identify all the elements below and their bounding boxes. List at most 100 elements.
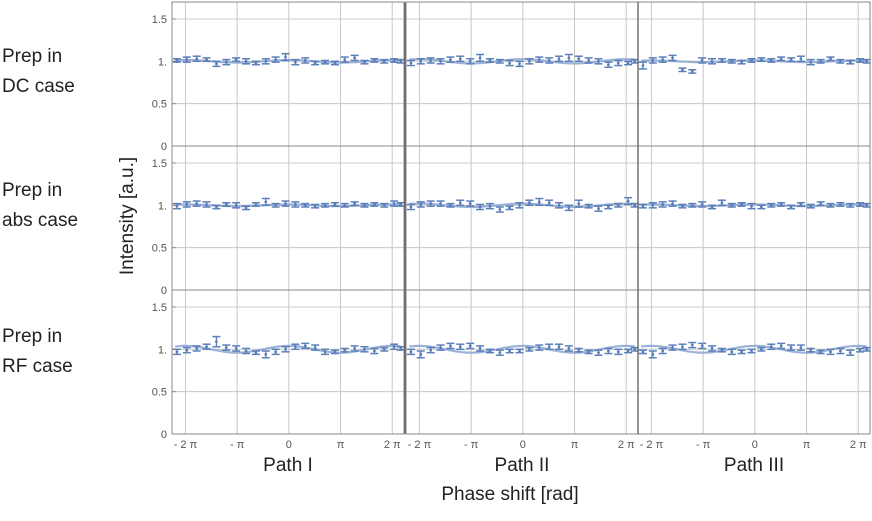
data-point (865, 203, 869, 207)
y-tick-label: 1. (158, 56, 167, 68)
data-point (234, 58, 238, 61)
data-point (661, 203, 665, 206)
x-tick-label: 0 (752, 439, 758, 451)
data-point (372, 203, 376, 206)
data-point (616, 350, 620, 354)
data-point (537, 200, 541, 204)
panel-frame (405, 289, 639, 435)
data-point (681, 68, 684, 72)
row-label-dc-line2: DC case (2, 76, 75, 97)
data-point (597, 59, 600, 63)
data-point (799, 57, 803, 61)
data-point (419, 203, 423, 206)
data-point (419, 59, 423, 63)
data-point (633, 203, 637, 207)
data-point (838, 203, 842, 206)
data-point (547, 201, 551, 205)
data-point (234, 203, 238, 207)
data-point (730, 203, 734, 207)
panel-frame (637, 1, 871, 147)
data-point (720, 59, 724, 62)
data-point (858, 348, 862, 352)
data-point (829, 203, 832, 207)
column-label-path-2: Path II (494, 455, 550, 476)
data-point (195, 57, 199, 61)
data-point (789, 346, 793, 349)
y-tick-label: 0.5 (152, 243, 167, 255)
data-point (799, 203, 803, 206)
data-point (363, 203, 366, 207)
data-point (626, 61, 630, 65)
data-point (215, 205, 218, 209)
row-label-abs-line1: Prep in (2, 180, 63, 201)
y-tick-label: 0 (161, 285, 167, 297)
panel-frame (171, 1, 405, 147)
data-point (333, 350, 337, 354)
data-point (799, 346, 803, 349)
data-point (838, 349, 842, 353)
data-point (488, 349, 492, 353)
data-point (671, 202, 674, 206)
data-point (681, 204, 684, 208)
data-point (215, 62, 218, 66)
data-point (577, 202, 581, 206)
data-point (789, 205, 793, 209)
data-point (224, 60, 228, 64)
data-point (769, 59, 773, 62)
data-point (195, 347, 199, 350)
data-point (234, 347, 238, 350)
data-point (690, 70, 694, 73)
x-tick-label: - 2 π (408, 439, 432, 451)
data-point (651, 203, 655, 207)
data-point (333, 203, 337, 206)
data-point (661, 58, 665, 61)
data-point (323, 60, 327, 64)
data-point (458, 57, 462, 61)
data-point (508, 349, 512, 353)
data-point (779, 344, 783, 348)
data-point (303, 203, 307, 207)
x-tick-label: - 2 π (640, 439, 664, 451)
x-tick-label: 2 π (850, 439, 867, 451)
data-point (419, 352, 423, 356)
data-point (458, 345, 462, 349)
data-point (750, 349, 753, 353)
data-point (488, 59, 492, 62)
data-point (274, 203, 278, 207)
data-point (567, 347, 571, 350)
data-point (439, 59, 442, 63)
data-point (224, 203, 228, 206)
data-point (710, 59, 714, 63)
x-axis-title: Phase shift [rad] (441, 484, 579, 505)
data-point (284, 55, 287, 59)
y-axis-title: Intensity [a.u.] (117, 156, 138, 276)
data-point (195, 202, 199, 206)
data-point (740, 60, 744, 64)
data-point (865, 347, 869, 351)
data-point (740, 350, 744, 354)
panel-frame (405, 145, 639, 291)
data-point (750, 204, 753, 208)
data-point (274, 350, 278, 354)
data-point (720, 348, 724, 352)
data-point (254, 351, 258, 355)
data-point (557, 345, 561, 349)
data-point (185, 58, 189, 61)
data-point (323, 350, 327, 354)
data-point (449, 58, 452, 61)
data-point (399, 59, 403, 63)
data-point (616, 203, 620, 207)
data-point (392, 202, 396, 206)
data-point (429, 348, 433, 352)
data-point (606, 349, 610, 353)
data-point (429, 59, 433, 62)
data-point (294, 60, 297, 64)
data-point (690, 203, 694, 207)
x-tick-label: 0 (520, 439, 526, 451)
data-point (838, 59, 842, 63)
data-point (409, 350, 413, 354)
data-point (254, 61, 258, 65)
data-point (789, 58, 793, 61)
